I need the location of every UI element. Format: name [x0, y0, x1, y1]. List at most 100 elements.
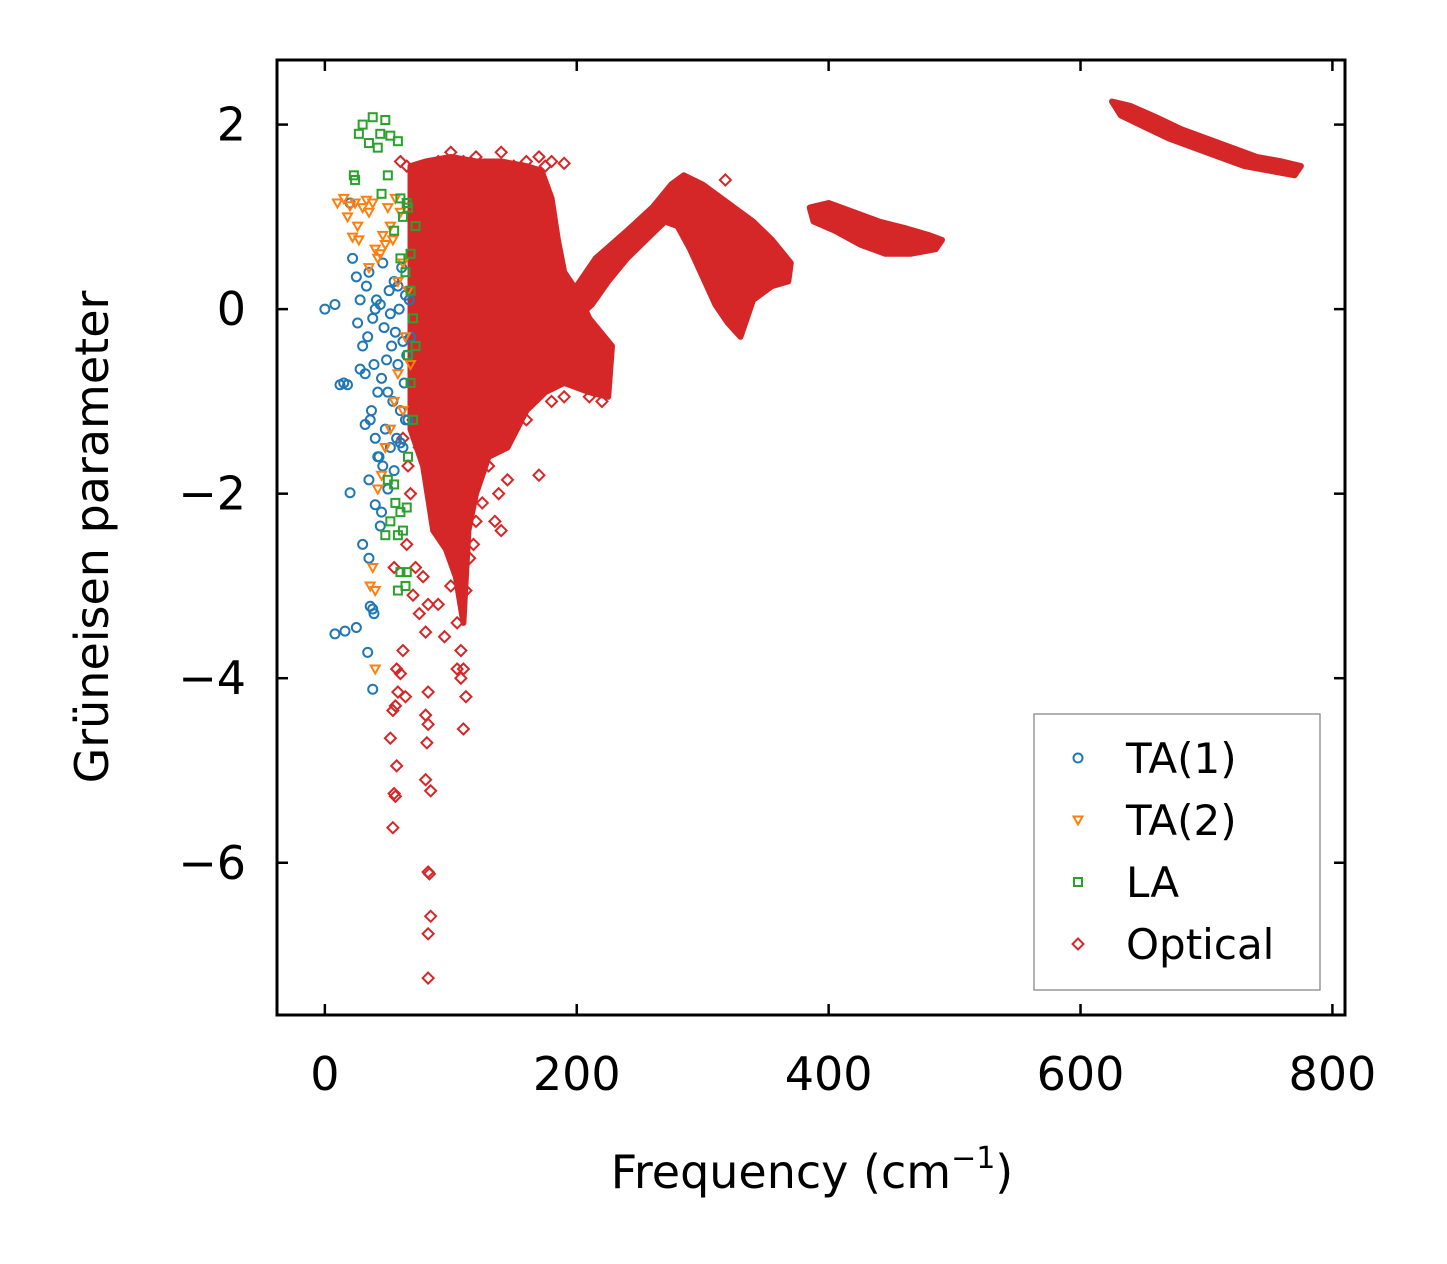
optical-point — [399, 537, 414, 552]
optical-point — [462, 551, 477, 566]
optical-point — [424, 468, 439, 483]
ta-2-point — [366, 198, 379, 210]
optical-band — [546, 172, 794, 340]
ta-1-point — [369, 499, 381, 511]
optical-point — [459, 689, 473, 704]
optical-point — [459, 583, 473, 598]
la-point — [375, 128, 386, 139]
optical-point — [456, 722, 471, 736]
optical-point — [500, 472, 515, 487]
optical-point — [469, 514, 483, 529]
optical-point — [462, 491, 477, 506]
optical-point — [412, 606, 427, 621]
optical-point — [399, 159, 414, 174]
la-point — [402, 451, 413, 462]
ta-2-point — [351, 221, 364, 233]
ta-1-point — [357, 340, 369, 352]
ta-1-point — [362, 331, 374, 343]
ta-1-point — [363, 474, 375, 486]
la-point — [395, 567, 406, 578]
la-point — [400, 267, 411, 278]
ta-1-point — [354, 363, 366, 375]
legend-label: Optical — [1126, 920, 1274, 969]
optical-point — [494, 145, 509, 160]
optical-point — [423, 783, 438, 798]
ta-2-point — [381, 203, 395, 215]
optical-point — [491, 486, 506, 501]
la-point — [367, 112, 378, 123]
optical-point — [388, 789, 403, 804]
optical-point — [406, 588, 420, 603]
ta-1-point — [329, 299, 341, 311]
ta-1-point — [352, 317, 364, 329]
ta-1-point — [389, 326, 401, 338]
y-axis: 2 0 −2 −4 −6 — [178, 98, 1345, 890]
optical-point — [437, 514, 452, 529]
ta-2-point — [387, 396, 401, 408]
la-point — [385, 516, 396, 527]
data-points-layer — [319, 112, 733, 986]
la-point — [392, 136, 403, 147]
optical-point — [475, 495, 490, 510]
optical-point — [423, 909, 438, 924]
y-tick-label: −6 — [178, 836, 246, 890]
ta-2-point — [384, 424, 397, 436]
la-point — [397, 211, 408, 222]
ta-2-point — [396, 406, 410, 418]
optical-band — [407, 153, 615, 626]
optical-point — [421, 685, 436, 699]
optical-point — [385, 703, 400, 718]
la-point — [363, 138, 374, 149]
ta-1-point — [359, 418, 371, 430]
optical-point — [385, 820, 400, 835]
la-point — [405, 248, 416, 259]
ta-1-point — [386, 340, 398, 352]
ta-1-point — [369, 303, 381, 315]
x-tick-label: 400 — [785, 1047, 873, 1101]
x-tick-label: 600 — [1037, 1047, 1125, 1101]
la-point — [389, 225, 400, 236]
la-point — [350, 174, 361, 185]
la-point — [395, 253, 406, 264]
optical-point — [398, 689, 413, 704]
ta-1-point — [372, 451, 384, 463]
ta-1-point — [363, 552, 375, 564]
la-point — [390, 497, 401, 508]
la-point — [405, 377, 416, 388]
la-point — [410, 221, 421, 232]
ta-1-point — [347, 252, 359, 264]
optical-point — [412, 191, 427, 206]
ta-1-point — [357, 538, 369, 550]
ta-2-point — [369, 586, 382, 598]
x-tick-label: 200 — [533, 1047, 621, 1101]
legend-label: TA(1) — [1125, 734, 1237, 783]
optical-point — [421, 717, 436, 732]
ta-1-point — [376, 372, 388, 384]
optical-point — [544, 154, 559, 169]
ta-2-point — [343, 201, 357, 213]
optical-point — [387, 786, 402, 801]
optical-band — [806, 200, 945, 257]
legend-marker-la — [1073, 877, 1083, 887]
ta-1-point — [342, 379, 354, 391]
ta-2-point — [386, 235, 400, 247]
ta-1-point — [367, 312, 379, 324]
ta-1-point — [384, 308, 396, 320]
la-point — [401, 198, 412, 209]
optical-point — [416, 569, 431, 584]
optical-point — [443, 579, 458, 593]
optical-point — [406, 163, 420, 178]
optical-point — [481, 459, 496, 473]
ta-2-point — [379, 443, 392, 455]
optical-point — [421, 971, 436, 986]
optical-point — [453, 671, 468, 686]
ta-1-point — [377, 460, 389, 472]
optical-point — [450, 662, 465, 676]
ta-2-point — [366, 562, 379, 575]
optical-point — [519, 412, 534, 427]
ta-1-point — [383, 285, 395, 297]
ta-1-point — [368, 358, 380, 370]
ta-2-point — [391, 369, 405, 381]
x-tick-label: 800 — [1288, 1047, 1376, 1101]
optical-point — [718, 173, 733, 187]
